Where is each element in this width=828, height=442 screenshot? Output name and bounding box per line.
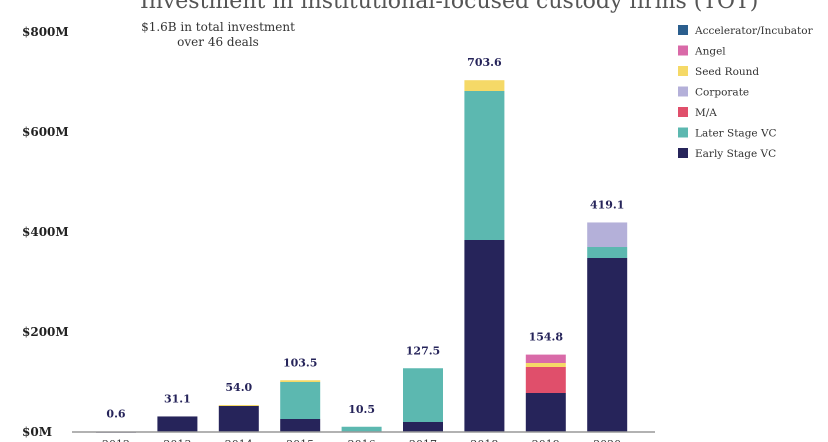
bar-segment-m-a-2019	[525, 367, 566, 393]
total-label-2014: 54.0	[225, 381, 252, 394]
legend-item: Corporate	[695, 87, 749, 99]
total-label-2013: 31.1	[164, 392, 191, 405]
bar-segment-angel-2019	[525, 354, 566, 363]
x-tick-label-2014: 2014	[225, 438, 253, 442]
x-tick-label-2015: 2015	[286, 438, 314, 442]
legend-item: Accelerator/Incubator	[694, 25, 814, 37]
total-label-2018: 703.6	[467, 56, 502, 69]
bar-segment-early-stage-vc-2014	[218, 406, 259, 432]
x-tick-label-2013: 2013	[163, 438, 191, 442]
bar-segment-seed-round-2014	[218, 405, 259, 406]
x-tick-label-2016: 2016	[348, 438, 376, 442]
legend-swatch	[678, 86, 688, 97]
legend-item: Angel	[694, 46, 726, 58]
bar-segment-later-stage-vc-2020	[587, 247, 628, 258]
legend-swatch	[678, 66, 688, 76]
annotation-line-1: $1.6B in total investment	[141, 20, 295, 34]
total-label-2016: 10.5	[348, 403, 375, 416]
bar-segment-seed-round-2015	[280, 380, 321, 382]
legend-swatch	[678, 25, 688, 35]
x-tick-label-2018: 2018	[470, 438, 498, 442]
bar-segment-early-stage-vc-2017	[403, 422, 443, 432]
x-tick-label-2017: 2017	[409, 438, 437, 442]
x-tick-label-2019: 2019	[532, 438, 560, 442]
legend-swatch	[678, 107, 688, 117]
legend-item: Later Stage VC	[695, 128, 777, 140]
chart-title: Investment in institutional-focused cust…	[140, 0, 758, 14]
legend-item: M/A	[695, 107, 717, 119]
bar-segment-later-stage-vc-2015	[280, 382, 321, 419]
bar-segment-early-stage-vc-2013	[157, 416, 198, 432]
bar-segment-later-stage-vc-2018	[464, 91, 505, 240]
bar-segment-seed-round-2018	[464, 80, 505, 91]
legend-item: Early Stage VC	[695, 148, 776, 160]
x-tick-label-2020: 2020	[593, 438, 621, 442]
bar-segment-early-stage-vc-2018	[464, 240, 505, 432]
bar-segment-early-stage-vc-2020	[587, 258, 628, 432]
bar-segment-later-stage-vc-2016	[341, 426, 382, 432]
y-tick-label: $0M	[22, 425, 52, 439]
total-label-2019: 154.8	[529, 331, 564, 344]
bar-segment-early-stage-vc-2019	[525, 393, 566, 432]
total-label-2020: 419.1	[590, 198, 624, 211]
bar-segment-seed-round-2019	[525, 363, 566, 367]
bar-segment-later-stage-vc-2017	[403, 368, 443, 422]
total-label-2015: 103.5	[283, 356, 317, 369]
y-tick-label: $800M	[22, 25, 69, 39]
annotation-line-2: over 46 deals	[177, 35, 259, 49]
total-label-2017: 127.5	[406, 344, 440, 357]
legend-swatch	[678, 45, 688, 56]
y-tick-label: $400M	[22, 225, 69, 239]
bar-segment-early-stage-vc-2015	[280, 419, 321, 432]
total-label-2012: 0.6	[106, 408, 125, 421]
y-tick-label: $600M	[22, 125, 69, 139]
legend-item: Seed Round	[695, 66, 759, 78]
legend-swatch	[678, 127, 688, 138]
bar-segment-corporate-2020	[587, 222, 628, 247]
y-tick-label: $200M	[22, 325, 69, 339]
legend-swatch	[678, 148, 688, 158]
x-tick-label-2012: 2012	[102, 438, 130, 442]
